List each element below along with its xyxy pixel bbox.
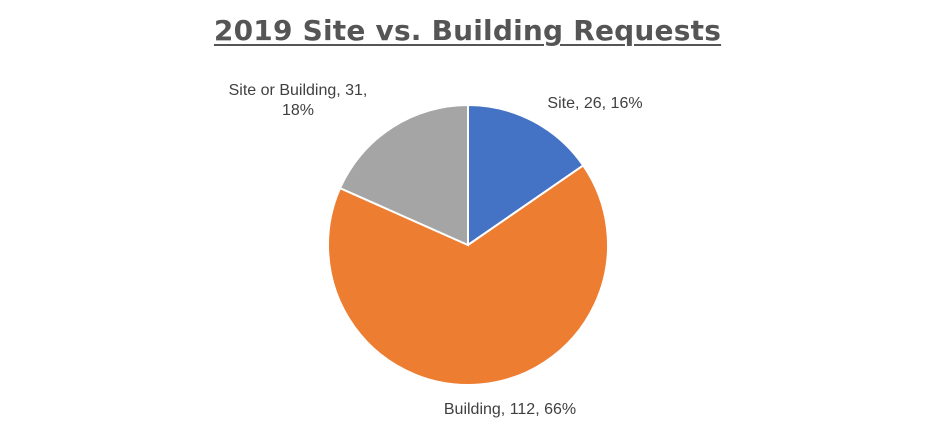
pie-slices — [327, 103, 609, 386]
data-label-site: Site, 26, 16% — [547, 95, 642, 112]
pie-slice-site — [467, 103, 585, 247]
pie-slice-building — [327, 164, 609, 386]
data-label-site-or-building: Site or Building, 31, 18% — [229, 82, 368, 119]
data-label-building: Building, 112, 66% — [444, 401, 576, 418]
pie-slice-site-or-building — [338, 103, 469, 247]
pie-labels: Site, 26, 16% Building, 112, 66% Site or B… — [229, 82, 643, 418]
chart-title: 2019 Site vs. Building Requests — [213, 14, 722, 47]
